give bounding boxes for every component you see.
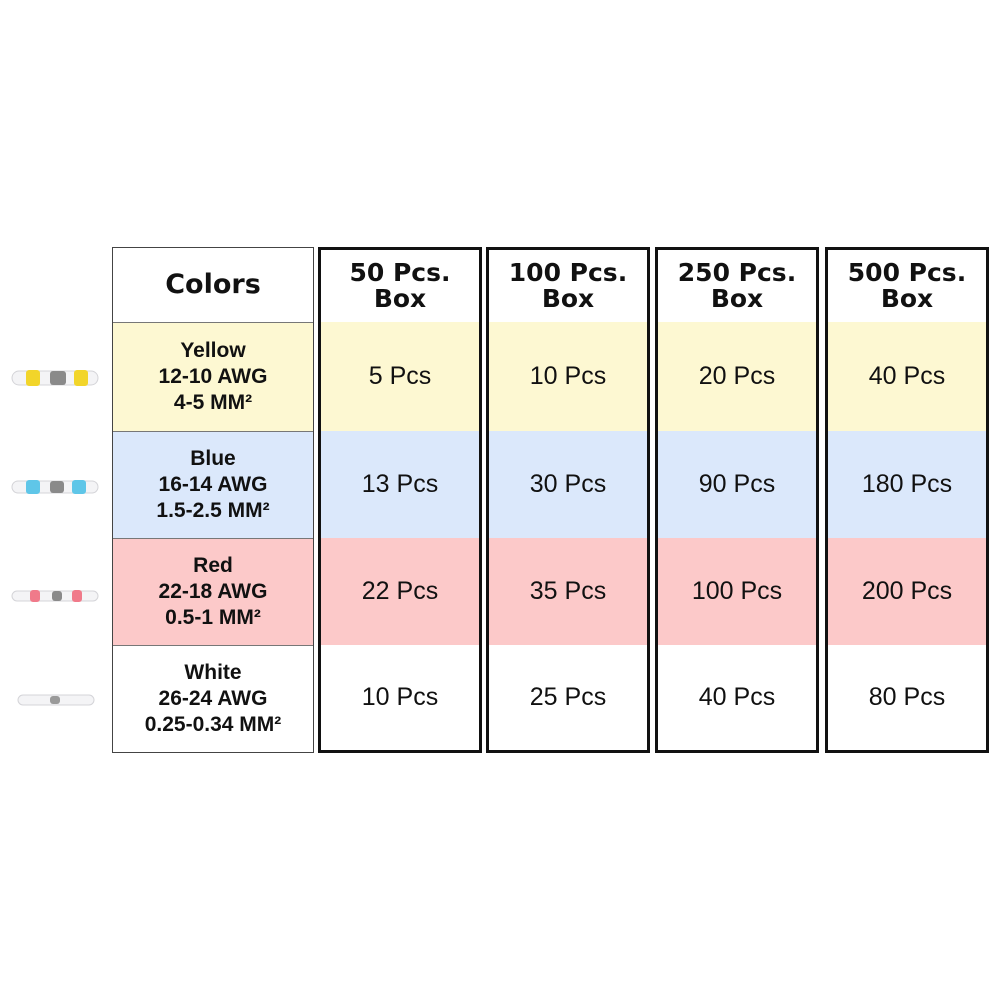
qty-yellow: 10 Pcs: [489, 322, 647, 431]
mm-range: 4-5 MM²: [173, 391, 253, 414]
awg-range: 12-10 AWG: [158, 365, 268, 388]
qty-yellow: 5 Pcs: [321, 322, 479, 431]
row-label-yellow: Yellow 12-10 AWG 4-5 MM²: [113, 323, 313, 431]
qty-yellow: 20 Pcs: [658, 322, 816, 431]
qty-white: 40 Pcs: [658, 645, 816, 750]
awg-range: 16-14 AWG: [158, 473, 268, 496]
red-connector-icon: [11, 590, 99, 602]
awg-range: 22-18 AWG: [158, 580, 268, 603]
qty-red: 35 Pcs: [489, 538, 647, 645]
box-250-column: 250 Pcs. Box 20 Pcs 90 Pcs 100 Pcs 40 Pc…: [655, 247, 819, 753]
qty-blue: 13 Pcs: [321, 431, 479, 538]
colors-column: Colors Yellow 12-10 AWG 4-5 MM² Blue 16-…: [112, 247, 314, 753]
row-label-white: White 26-24 AWG 0.25-0.34 MM²: [113, 646, 313, 752]
white-connector-icon: [17, 694, 95, 706]
box-header: 50 Pcs. Box: [321, 250, 479, 322]
qty-white: 25 Pcs: [489, 645, 647, 750]
qty-red: 22 Pcs: [321, 538, 479, 645]
color-name: Blue: [190, 447, 236, 470]
mm-range: 0.25-0.34 MM²: [144, 713, 282, 736]
box-header: 500 Pcs. Box: [828, 250, 986, 322]
box-100-column: 100 Pcs. Box 10 Pcs 30 Pcs 35 Pcs 25 Pcs: [486, 247, 650, 753]
box-header: 100 Pcs. Box: [489, 250, 647, 322]
colors-header: Colors: [165, 269, 261, 300]
qty-white: 10 Pcs: [321, 645, 479, 750]
awg-range: 26-24 AWG: [158, 687, 268, 710]
box-500-column: 500 Pcs. Box 40 Pcs 180 Pcs 200 Pcs 80 P…: [825, 247, 989, 753]
color-name: Red: [193, 554, 233, 577]
qty-red: 100 Pcs: [658, 538, 816, 645]
row-label-red: Red 22-18 AWG 0.5-1 MM²: [113, 539, 313, 645]
box-50-column: 50 Pcs. Box 5 Pcs 13 Pcs 22 Pcs 10 Pcs: [318, 247, 482, 753]
yellow-connector-icon: [11, 370, 99, 386]
row-label-blue: Blue 16-14 AWG 1.5-2.5 MM²: [113, 432, 313, 538]
qty-blue: 90 Pcs: [658, 431, 816, 538]
mm-range: 0.5-1 MM²: [165, 606, 261, 629]
qty-white: 80 Pcs: [828, 645, 986, 750]
blue-connector-icon: [11, 480, 99, 494]
box-header: 250 Pcs. Box: [658, 250, 816, 322]
mm-range: 1.5-2.5 MM²: [156, 499, 270, 522]
qty-blue: 180 Pcs: [828, 431, 986, 538]
qty-blue: 30 Pcs: [489, 431, 647, 538]
qty-red: 200 Pcs: [828, 538, 986, 645]
qty-yellow: 40 Pcs: [828, 322, 986, 431]
color-name: Yellow: [180, 339, 246, 362]
color-name: White: [184, 661, 242, 684]
